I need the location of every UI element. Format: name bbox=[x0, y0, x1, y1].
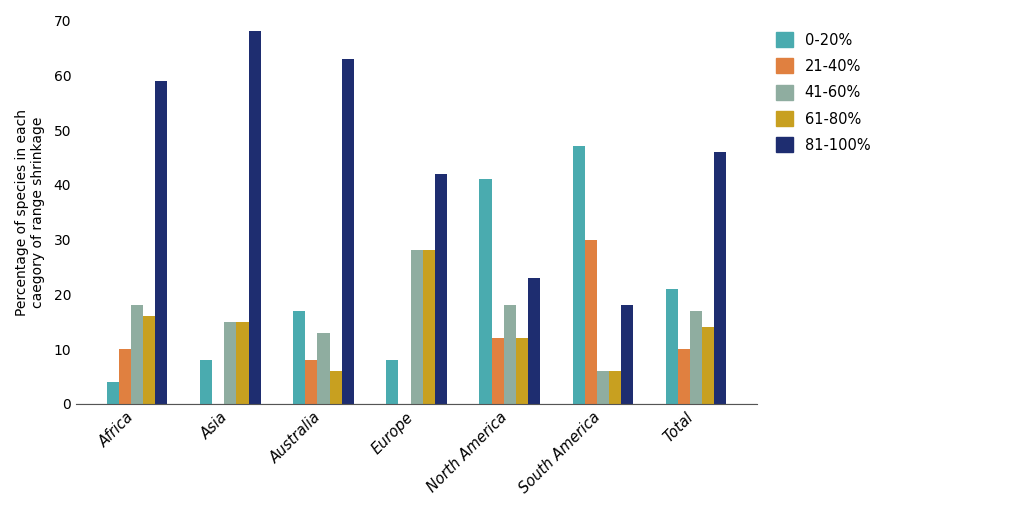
Bar bbox=[224, 322, 237, 404]
Bar bbox=[714, 152, 726, 404]
Bar bbox=[156, 81, 168, 404]
Y-axis label: Percentage of species in each
caegory of range shrinkage: Percentage of species in each caegory of… bbox=[15, 109, 45, 316]
Bar bbox=[386, 360, 398, 404]
Bar bbox=[572, 147, 585, 404]
Bar bbox=[621, 305, 633, 404]
Bar bbox=[597, 371, 609, 404]
Bar bbox=[237, 322, 249, 404]
Bar bbox=[435, 174, 446, 404]
Bar bbox=[527, 278, 540, 404]
Bar bbox=[666, 289, 678, 404]
Bar bbox=[293, 311, 305, 404]
Bar bbox=[317, 333, 330, 404]
Bar bbox=[504, 305, 516, 404]
Bar bbox=[330, 371, 342, 404]
Bar bbox=[609, 371, 621, 404]
Bar bbox=[516, 338, 527, 404]
Bar bbox=[143, 316, 156, 404]
Bar bbox=[411, 250, 423, 404]
Bar bbox=[200, 360, 212, 404]
Bar bbox=[305, 360, 317, 404]
Bar bbox=[423, 250, 435, 404]
Bar bbox=[119, 349, 131, 404]
Bar bbox=[678, 349, 690, 404]
Bar bbox=[479, 179, 492, 404]
Legend: 0-20%, 21-40%, 41-60%, 61-80%, 81-100%: 0-20%, 21-40%, 41-60%, 61-80%, 81-100% bbox=[771, 28, 874, 157]
Bar bbox=[131, 305, 143, 404]
Bar bbox=[342, 59, 353, 404]
Bar bbox=[492, 338, 504, 404]
Bar bbox=[701, 327, 714, 404]
Bar bbox=[106, 382, 119, 404]
Bar bbox=[585, 240, 597, 404]
Bar bbox=[690, 311, 701, 404]
Bar bbox=[249, 32, 260, 404]
